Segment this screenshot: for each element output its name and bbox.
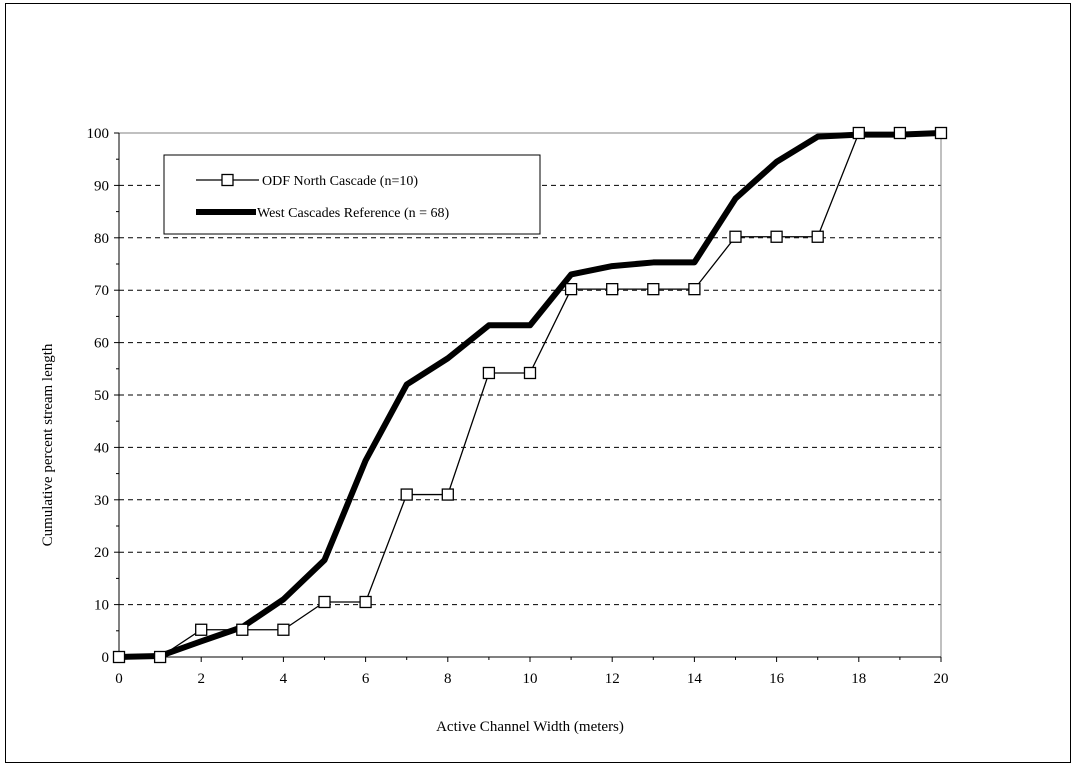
data-point-odf (112, 650, 126, 664)
data-point-odf (811, 230, 824, 243)
y-tick-label: 10 (94, 598, 109, 614)
y-axis-label: Cumulative percent stream length (40, 343, 56, 546)
data-point-odf (934, 126, 948, 140)
data-point-odf (318, 595, 331, 609)
legend-label-west-cascades: West Cascades Reference (n = 68) (257, 206, 450, 221)
y-tick-label: 20 (94, 545, 109, 561)
x-tick-label: 8 (444, 671, 452, 687)
data-point-odf (482, 366, 496, 380)
y-tick-label: 50 (94, 388, 109, 404)
x-tick-label: 20 (934, 671, 949, 687)
x-tick-label: 18 (851, 671, 866, 687)
x-tick-label: 10 (523, 671, 538, 687)
y-tick-label: 90 (94, 178, 109, 194)
data-point-odf (606, 283, 619, 296)
legend-box (163, 154, 541, 235)
chart-frame (5, 3, 1071, 763)
x-tick-label: 2 (197, 671, 205, 687)
data-point-odf (852, 126, 865, 140)
y-tick-label: 80 (94, 231, 109, 247)
data-point-odf (770, 230, 783, 243)
data-point-odf (236, 623, 249, 636)
x-tick-label: 6 (362, 671, 370, 687)
x-axis-label: Active Channel Width (meters) (436, 719, 624, 735)
y-tick-label: 30 (94, 493, 109, 509)
x-tick-label: 0 (115, 671, 123, 687)
data-point-odf (564, 283, 578, 296)
data-point-odf (729, 230, 742, 243)
x-tick-label: 12 (605, 671, 620, 687)
legend: ODF North Cascade (n=10) West Cascades R… (163, 154, 541, 235)
data-point-odf (688, 283, 701, 296)
legend-label-odf: ODF North Cascade (n=10) (262, 174, 418, 189)
data-point-odf (359, 595, 372, 609)
y-tick-label: 70 (94, 283, 109, 299)
y-tick-label: 0 (102, 650, 110, 666)
y-tick-label: 100 (87, 126, 110, 142)
data-point-odf (893, 126, 907, 140)
y-tick-label: 40 (94, 440, 109, 456)
series-layer (112, 126, 948, 664)
y-tick-label: 60 (94, 336, 109, 352)
data-point-odf (523, 366, 537, 380)
axes: 0 10 20 30 40 50 60 70 80 90 100 0 2 4 6 8 10 12 14 16 18 20 (87, 126, 949, 687)
x-tick-label: 16 (769, 671, 785, 687)
x-tick-label: 4 (280, 671, 288, 687)
series-line-west-cascades (118, 130, 942, 660)
data-point-odf (277, 623, 290, 636)
data-point-odf (195, 623, 208, 636)
x-tick-label: 14 (687, 671, 703, 687)
data-point-odf (647, 283, 660, 296)
data-point-odf (441, 488, 454, 501)
data-point-odf (153, 650, 167, 664)
data-point-odf (400, 488, 413, 501)
legend-marker-odf (221, 173, 234, 187)
